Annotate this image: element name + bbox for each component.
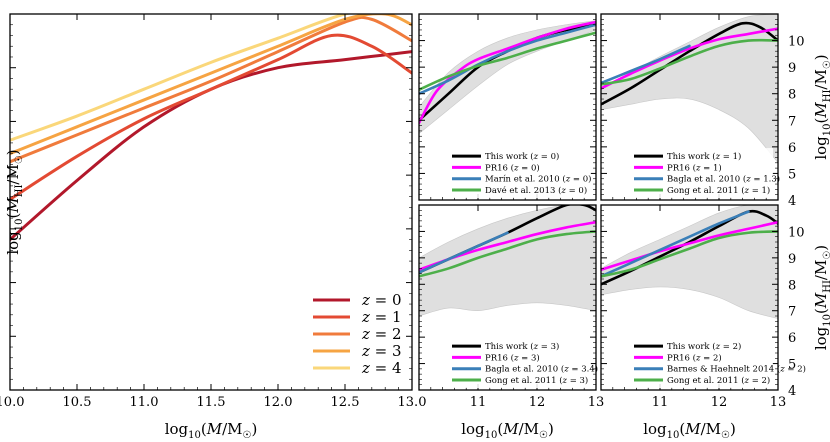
legend-label: z = 2 [361,325,402,343]
legend-label: Barnes & Haehnelt 2014 (z = 2) [667,364,806,375]
series-line-z-3 [10,14,412,156]
legend-label: Gong et al. 2011 (z = 1) [667,185,770,196]
x-tick-label: 11.0 [130,395,159,410]
panel-main: 10.010.511.011.512.012.513.04567891011lo… [0,13,427,441]
series-line-gong-et-al-2011-z-1 [601,38,778,86]
x-tick-label: 13 [588,395,605,410]
series-line-z-1 [10,33,412,201]
legend-label: This work (z = 1) [667,151,741,162]
legend-label: Bagla et al. 2010 (z = 1.3) [667,174,780,185]
legend: This work (z = 0)PR16 (z = 0)Marín et al… [447,148,591,198]
series-line-z-2 [10,15,412,164]
y-tick-label: 6 [788,331,796,346]
y-axis-label: log10(MHI/M☉) [812,54,830,159]
legend-label: PR16 (z = 0) [485,162,540,173]
axes-frame [600,204,779,391]
y-tick-label: 5 [788,167,796,182]
panel-bottom-left: 11 12 13 log10(M/M☉) This work (z = 3)PR16 (… [418,204,605,441]
scatter-band [419,205,596,317]
x-tick-label: 12.0 [264,395,293,410]
axes-frame [9,13,413,391]
y-axis-label: log10(MHI/M☉) [812,245,830,350]
series-line-barnes-haehnelt-2014-z-2 [601,210,750,278]
series-line-pr16-z-0 [419,20,596,125]
svg-text:log10(M/M☉): log10(M/M☉) [165,420,258,441]
y-tick-label: 8 [788,88,796,103]
y-tick-label: 8 [788,278,796,293]
svg-text:log10(MHI/M☉): log10(MHI/M☉) [812,54,830,159]
x-tick-label: 10.5 [63,395,92,410]
legend-label: This work (z = 0) [485,151,559,162]
legend-label: Marín et al. 2010 (z = 0) [485,174,591,185]
x-tick-label: 11.5 [197,395,226,410]
legend-label: This work (z = 3) [485,341,559,352]
panel-top-left: This work (z = 0)PR16 (z = 0)Marín et al… [418,13,597,201]
y-tick-label: 5 [788,358,796,373]
legend: This work (z = 3)PR16 (z = 3)Bagla et al… [447,338,598,388]
x-tick-label: 10.0 [0,395,24,410]
x-tick-label: 13.0 [398,395,427,410]
legend-label: Gong et al. 2011 (z = 2) [667,375,770,386]
panel-top-right: 4 5 6 7 8 9 10 log10(MHI/M☉) This work (z = 1)PR… [600,13,830,209]
svg-text:log10(MHI/M☉): log10(MHI/M☉) [812,245,830,350]
legend-label: Gong et al. 2011 (z = 3) [485,375,588,386]
y-tick-label: 9 [788,61,796,76]
x-tick-label: 11 [652,395,669,410]
series-line-gong-et-al-2011-z-3 [419,230,596,278]
legend-label: Bagla et al. 2010 (z = 3.4) [485,364,598,375]
legend: This work (z = 1)PR16 (z = 1)Bagla et al… [629,148,780,198]
y-tick-label: 4 [788,194,796,209]
scatter-band [601,205,778,319]
y-tick-label: 7 [788,305,796,320]
legend: z = 0z = 1z = 2z = 3z = 4 [313,291,402,377]
axes-frame [418,13,597,201]
series-line-pr16-z-2 [601,220,778,272]
legend-label: z = 4 [361,359,402,377]
legend-label: z = 3 [361,342,402,360]
series-line-z-4 [10,14,353,142]
y-tick-label: 7 [788,114,796,129]
y-tick-label: 9 [788,252,796,267]
series-line-pr16-z-1 [601,27,778,90]
legend-label: This work (z = 2) [667,341,741,352]
svg-text:log10(M/M☉): log10(M/M☉) [643,420,736,441]
x-tick-label: 12 [711,395,728,410]
series-line-bagla-et-al-2010-z-1-3 [601,44,691,85]
x-axis-label: log10(M/M☉) [165,420,258,441]
y-tick-label: 10 [788,35,805,50]
y-tick-label: 10 [788,225,805,240]
axes-frame [600,13,779,201]
legend-label: PR16 (z = 2) [667,352,722,363]
x-axis-label: log10(M/M☉) [643,420,736,441]
x-axis-label: log10(M/M☉) [461,420,554,441]
scatter-band [601,14,778,164]
x-tick-label: 12 [529,395,546,410]
x-tick-label: 13 [770,395,787,410]
x-tick-label: 12.5 [331,395,360,410]
legend-label: PR16 (z = 3) [485,352,540,363]
legend-label: Davé et al. 2013 (z = 0) [485,185,587,196]
legend-label: z = 0 [361,291,402,309]
svg-text:log10(MHI/M☉): log10(MHI/M☉) [4,149,25,254]
series-line-mar-n-et-al-2010-z-0 [419,23,596,96]
legend-label: z = 1 [361,308,402,326]
series-line-bagla-et-al-2010-z-3-4 [419,231,509,274]
axes-frame [418,204,597,391]
series-line-gong-et-al-2011-z-2 [601,230,778,278]
y-axis-label: log10(MHI/M☉) [4,149,25,254]
series-line-dav-et-al-2013-z-0 [419,31,596,92]
legend-label: PR16 (z = 1) [667,162,722,173]
svg-text:log10(M/M☉): log10(M/M☉) [461,420,554,441]
y-tick-label: 6 [788,141,796,156]
y-tick-label: 4 [788,384,796,399]
x-tick-label: 11 [470,395,487,410]
panel-bottom-right: 11 12 134 5 6 7 8 9 10 log10(M/M☉) log10(MHI/M☉) Th… [600,204,830,441]
legend: This work (z = 2)PR16 (z = 2)Barnes & Ha… [629,338,806,388]
